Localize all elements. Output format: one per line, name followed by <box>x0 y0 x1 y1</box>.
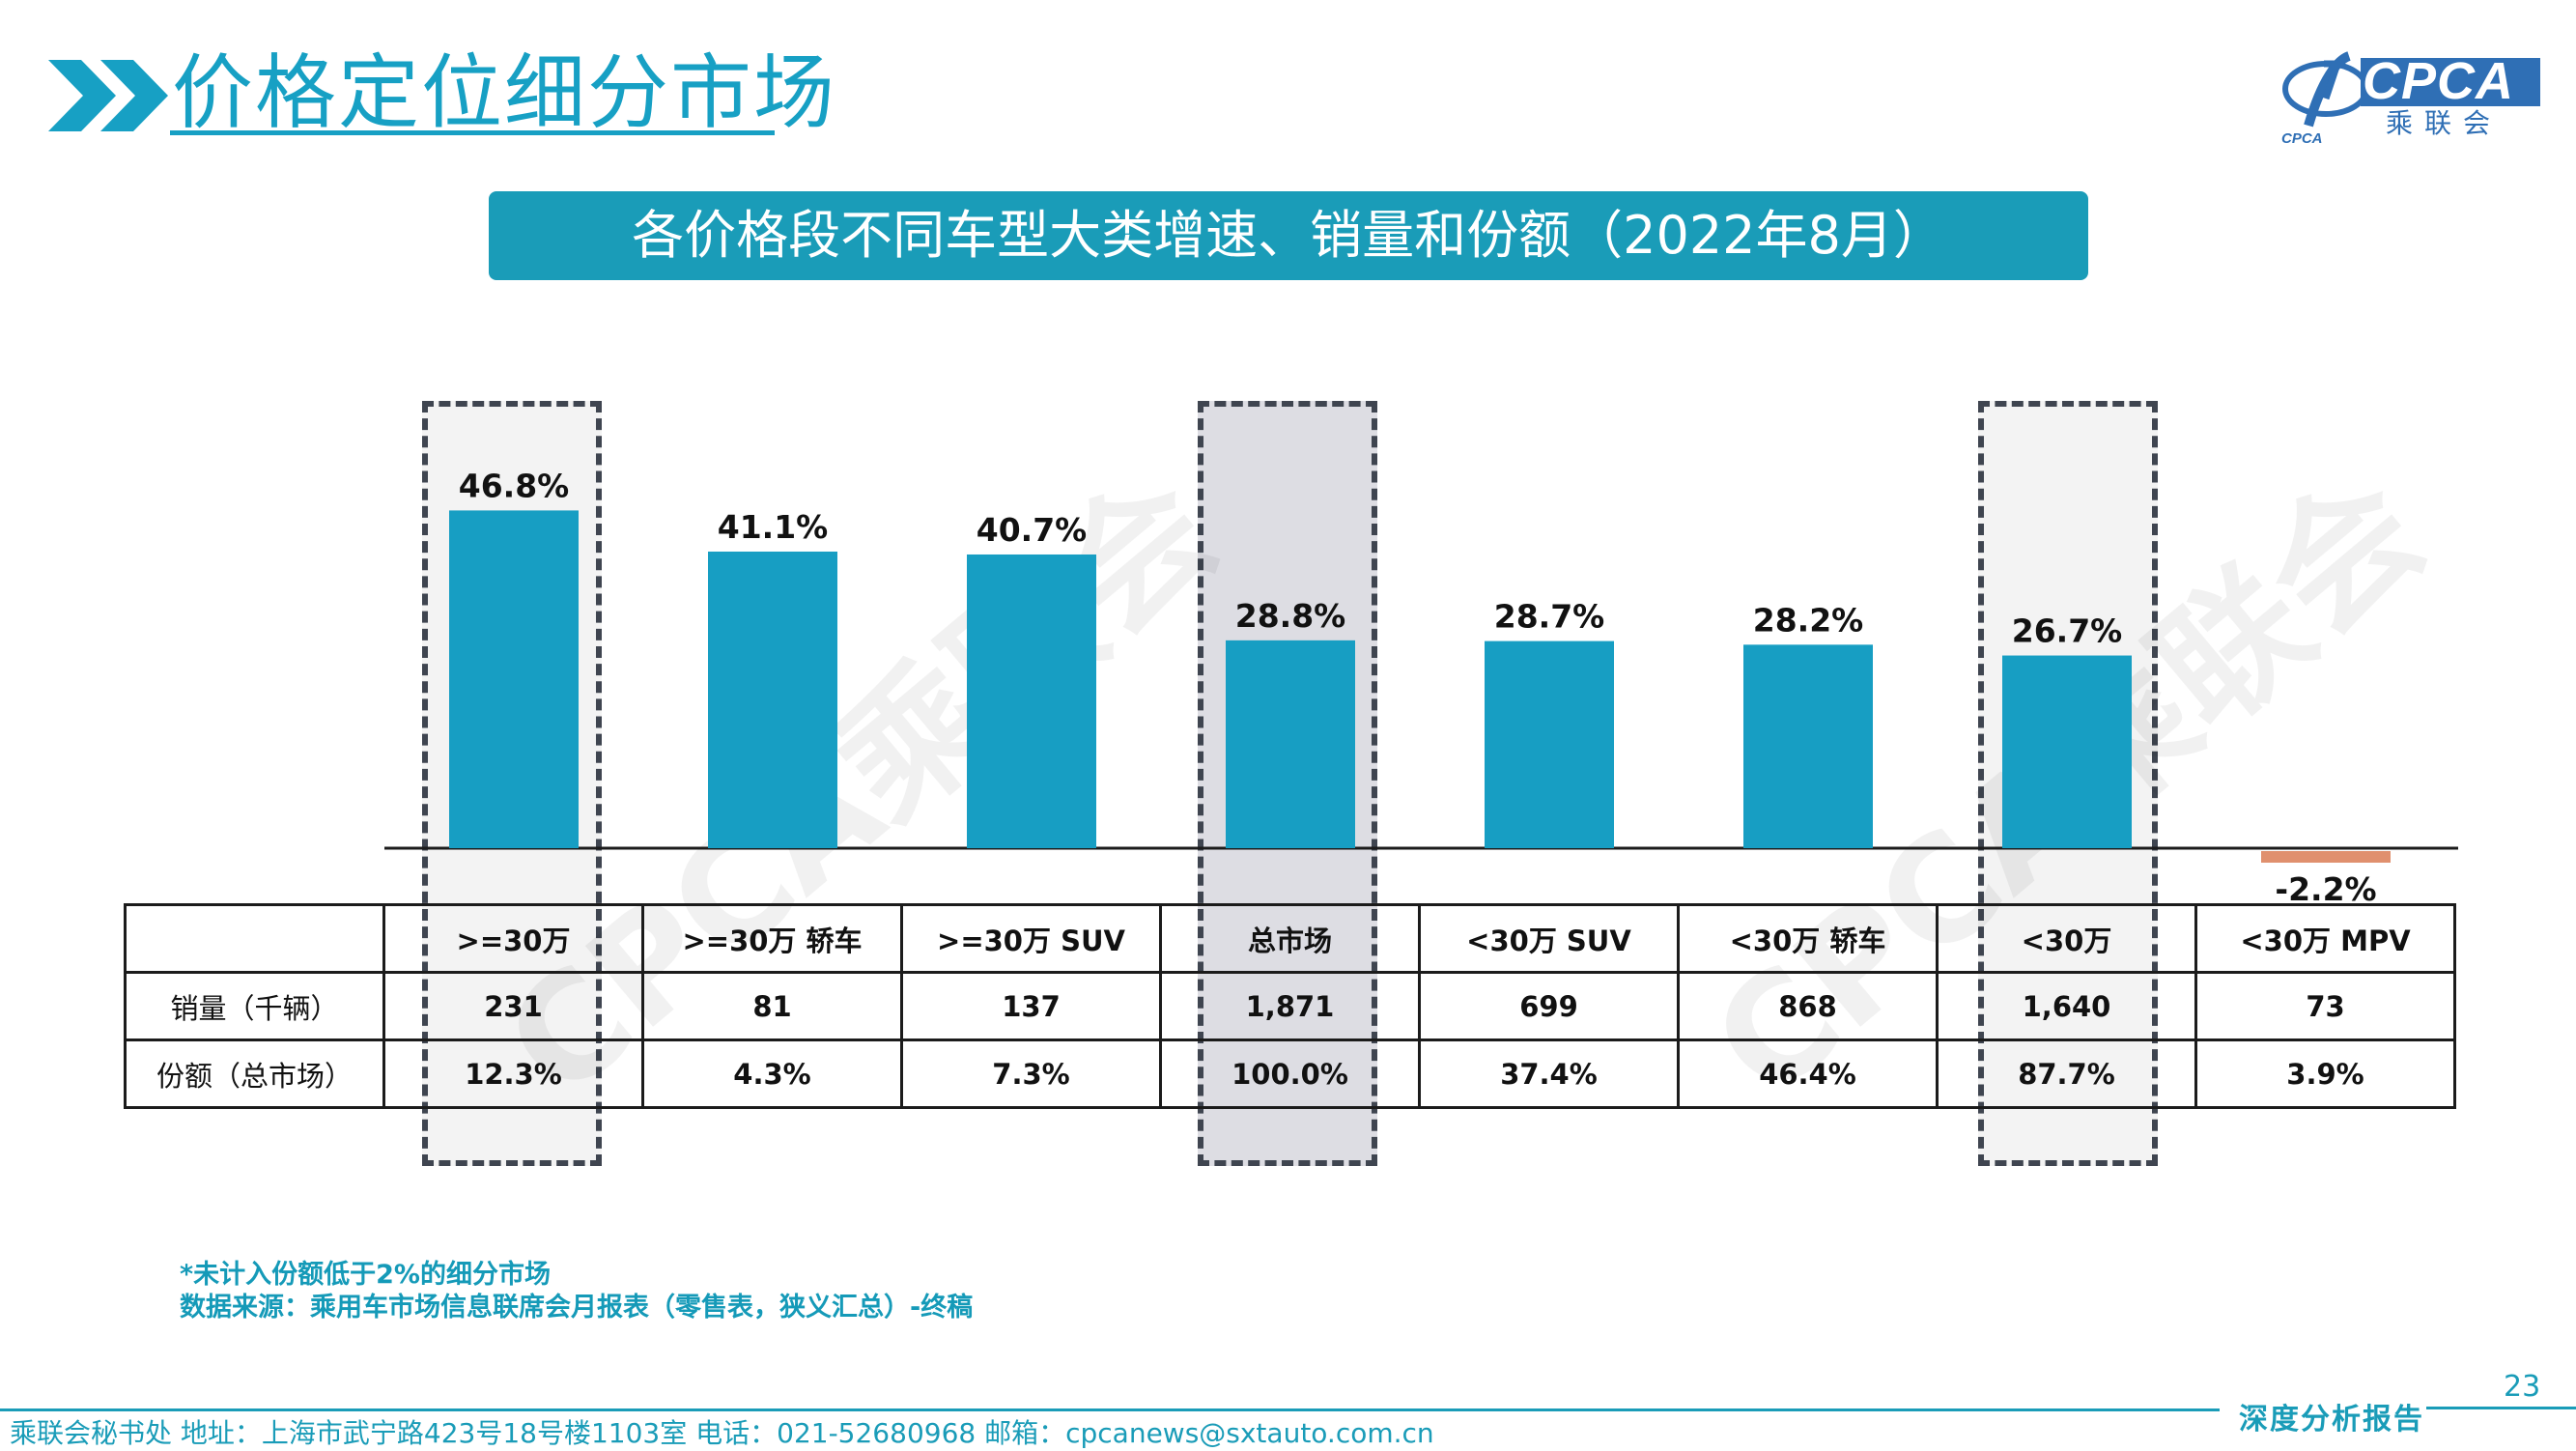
row-label-share: 份额（总市场） <box>124 1038 385 1109</box>
page-title: 价格定位细分市场 <box>172 45 837 140</box>
table-cell: 73 <box>2194 971 2456 1041</box>
bar <box>2002 655 2132 848</box>
bar <box>449 510 579 848</box>
logo-text-en: CPCA <box>2363 52 2515 110</box>
chart-banner-title: 各价格段不同车型大类增速、销量和份额（2022年8月） <box>489 191 2088 280</box>
row-label-sales: 销量（千辆） <box>124 971 385 1041</box>
bar <box>1743 644 1873 848</box>
bar <box>1226 640 1355 848</box>
bar <box>2261 851 2391 863</box>
table-header-cell: 总市场 <box>1159 903 1421 974</box>
logo-text-cn: 乘联会 <box>2386 107 2503 139</box>
footer-contact: 乘联会秘书处 地址：上海市武宁路423号18号楼1103室 电话：021-526… <box>10 1417 1434 1449</box>
table-cell: 868 <box>1677 971 1939 1041</box>
bar-value-label: 28.7% <box>1494 598 1605 636</box>
footer-divider <box>0 1408 2220 1411</box>
report-tag: 深度分析报告 <box>2239 1403 2424 1437</box>
table-cell: 699 <box>1418 971 1680 1041</box>
table-cell: 7.3% <box>900 1038 1162 1109</box>
bar-value-label: 26.7% <box>2012 612 2123 650</box>
table-corner-cell <box>124 903 385 974</box>
table-header-row: >=30万 >=30万 轿车 >=30万 SUV 总市场 <30万 SUV <3… <box>124 903 2456 974</box>
bar-value-label: -2.2% <box>2275 870 2376 908</box>
table-cell: 137 <box>900 971 1162 1041</box>
table-cell: 3.9% <box>2194 1038 2456 1109</box>
table-cell: 87.7% <box>1936 1038 2197 1109</box>
table-header-cell: <30万 MPV <box>2194 903 2456 974</box>
title-underline <box>170 130 775 135</box>
table-header-cell: >=30万 SUV <box>900 903 1162 974</box>
table-row-sales: 销量（千辆） 231 81 137 1,871 699 868 1,640 73 <box>124 971 2456 1041</box>
table-cell: 1,640 <box>1936 971 2197 1041</box>
table-cell: 12.3% <box>382 1038 644 1109</box>
table-header-cell: <30万 <box>1936 903 2197 974</box>
table-cell: 4.3% <box>641 1038 903 1109</box>
table-header-cell: <30万 轿车 <box>1677 903 1939 974</box>
bar-value-label: 40.7% <box>977 511 1088 549</box>
note-source: 数据来源：乘用车市场信息联席会月报表（零售表，狭义汇总）-终稿 <box>180 1293 974 1323</box>
cpca-logo-icon: CPCA <box>2281 51 2540 147</box>
table-cell: 1,871 <box>1159 971 1421 1041</box>
page-number: 23 <box>2504 1370 2541 1404</box>
table-header-cell: >=30万 轿车 <box>641 903 903 974</box>
note-threshold: *未计入份额低于2%的细分市场 <box>180 1260 551 1290</box>
table-cell: 231 <box>382 971 644 1041</box>
bar-value-label: 28.2% <box>1753 601 1864 639</box>
table-cell: 100.0% <box>1159 1038 1421 1109</box>
table-header-cell: <30万 SUV <box>1418 903 1680 974</box>
table-cell: 81 <box>641 971 903 1041</box>
table-row-share: 份额（总市场） 12.3% 4.3% 7.3% 100.0% 37.4% 46.… <box>124 1038 2456 1109</box>
table-cell: 46.4% <box>1677 1038 1939 1109</box>
title-chevron-icon <box>48 60 168 131</box>
bar-chart: 46.8% 41.1% 40.7% 28.8% 28.7% 28.2% 26.7% -2.2% <box>384 467 2458 908</box>
bar <box>967 554 1096 848</box>
data-table: >=30万 >=30万 轿车 >=30万 SUV 总市场 <30万 SUV <3… <box>124 903 2456 1109</box>
bar <box>708 551 837 848</box>
footer-divider <box>2426 1407 2576 1409</box>
logo-small-text: CPCA <box>2281 130 2323 147</box>
table-header-cell: >=30万 <box>382 903 644 974</box>
bar-value-label: 46.8% <box>459 467 570 504</box>
bar-value-label: 41.1% <box>718 508 829 546</box>
bar <box>1485 640 1614 848</box>
table-cell: 37.4% <box>1418 1038 1680 1109</box>
bar-value-label: 28.8% <box>1235 597 1346 635</box>
